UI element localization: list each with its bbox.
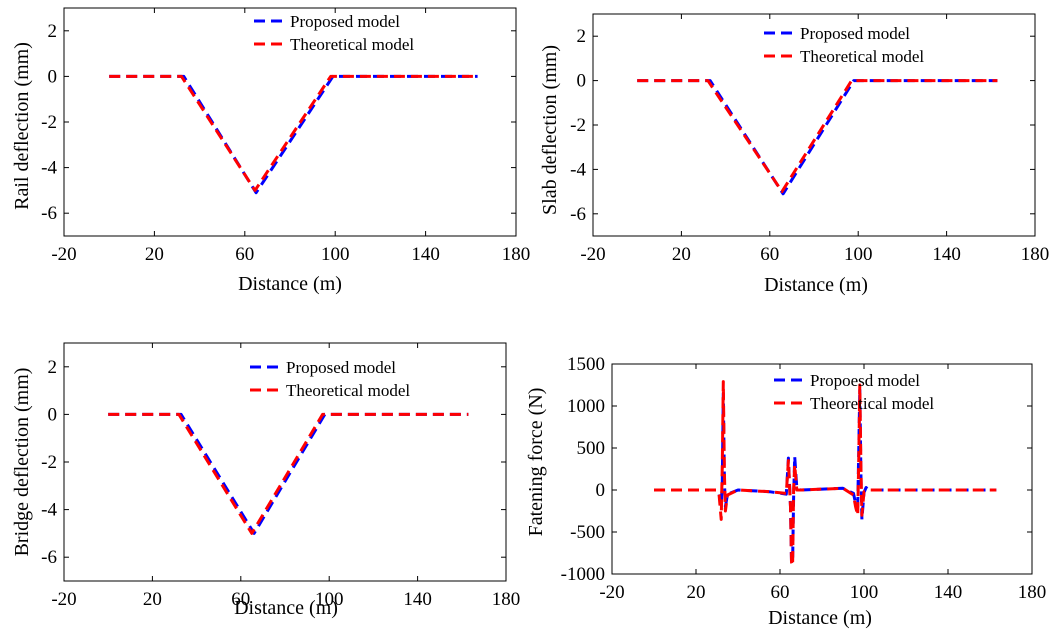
chart-1-ytick-label: 0	[48, 66, 58, 87]
chart-1-series-theoretical	[109, 74, 478, 192]
chart-3-legend-label: Proposed model	[286, 358, 396, 377]
chart-4-xtick-label: 180	[1018, 582, 1047, 603]
chart-3-ytick-label: 2	[48, 357, 58, 378]
chart-2-ytick-label: -4	[570, 159, 586, 180]
chart-1-ytick-label: 2	[48, 21, 58, 42]
chart-3-series-theoretical	[108, 412, 469, 535]
chart-4-ylabel: Fatening force (N)	[525, 388, 547, 537]
chart-3-ytick-label: -4	[41, 500, 57, 521]
chart-4-ytick-label: 1000	[567, 396, 605, 417]
chart-3-xtick-label: 140	[403, 589, 432, 610]
chart-2-xtick-label: 140	[932, 244, 961, 265]
chart-1-ytick-label: -2	[41, 112, 57, 133]
chart-4-xtick-label: 140	[934, 582, 963, 603]
chart-4-ytick-label: -1000	[561, 564, 605, 585]
chart-2-xtick-label: 60	[760, 244, 779, 265]
chart-1-ytick-label: -6	[41, 203, 57, 224]
chart-slab-deflection: Slab deflection (mm) Distance (m) -20 20 6…	[539, 13, 1050, 296]
chart-rail-deflection: Rail deflection (mm) Distance (m) -20 20 6…	[11, 7, 531, 295]
chart-2-xlabel: Distance (m)	[764, 274, 868, 296]
chart-3-xlabel: Distance (m)	[234, 597, 338, 619]
chart-2-ylabel: Slab deflection (mm)	[539, 45, 561, 215]
chart-4-xlabel: Distance (m)	[768, 607, 872, 629]
chart-4-ytick-label: 1500	[567, 354, 605, 375]
chart-2-xtick-label: 100	[844, 244, 873, 265]
chart-2-ytick-label: -2	[570, 115, 586, 136]
chart-2-ytick-label: 0	[577, 71, 587, 92]
chart-4-series-proposed	[654, 387, 997, 565]
chart-2-legend-label: Theoretical model	[800, 47, 924, 66]
chart-2-xtick-label: 20	[672, 244, 691, 265]
chart-4-legend-label: Theoretical model	[810, 394, 934, 413]
chart-3-ytick-label: -2	[41, 452, 57, 473]
chart-3-xtick-label: 180	[492, 589, 521, 610]
chart-3-xtick-label: 100	[315, 589, 344, 610]
chart-2-legend-label: Proposed model	[800, 24, 910, 43]
chart-4-ytick-label: -500	[570, 522, 605, 543]
chart-3-ytick-label: 0	[48, 404, 58, 425]
chart-4-xtick-label: 60	[771, 582, 790, 603]
chart-4-legend-label: Propoesd model	[810, 371, 920, 390]
chart-fastening-force: Fatening force (N) Distance (m) -20 20 60 1…	[525, 354, 1046, 629]
chart-1-xtick-label: 20	[145, 244, 164, 265]
chart-3-xtick-label: 20	[143, 589, 162, 610]
chart-3-legend-label: Theoretical model	[286, 381, 410, 400]
chart-4-series-theoretical	[654, 380, 997, 568]
chart-4-plot-area	[611, 363, 1033, 575]
chart-3-plot-area	[63, 342, 507, 582]
chart-3-ylabel: Bridge deflection (mm)	[11, 368, 33, 557]
chart-2-xtick-label: -20	[580, 244, 605, 265]
chart-2-ytick-label: 2	[577, 26, 587, 47]
chart-3-ytick-label: -6	[41, 547, 57, 568]
chart-1-xlabel: Distance (m)	[238, 273, 342, 295]
chart-2-xtick-label: 180	[1021, 244, 1050, 265]
chart-3-xtick-label: 60	[231, 589, 250, 610]
chart-1-ytick-label: -4	[41, 158, 57, 179]
chart-3-xtick-label: -20	[51, 589, 76, 610]
chart-2-ytick-label: -6	[570, 204, 586, 225]
chart-1-xtick-label: 60	[235, 244, 254, 265]
chart-bridge-deflection: Bridge deflection (mm) Distance (m) -20 2…	[11, 342, 521, 619]
chart-1-xtick-label: 180	[502, 244, 531, 265]
chart-1-xtick-label: 140	[411, 244, 440, 265]
chart-4-ytick-label: 0	[596, 480, 606, 501]
chart-4-ytick-label: 500	[577, 438, 606, 459]
chart-1-legend-label: Proposed model	[290, 12, 400, 31]
chart-1-xtick-label: -20	[51, 244, 76, 265]
chart-1-legend-label: Theoretical model	[290, 35, 414, 54]
chart-1-ylabel: Rail deflection (mm)	[11, 42, 33, 210]
chart-1-xtick-label: 100	[321, 244, 350, 265]
chart-2-series-theoretical	[637, 79, 998, 194]
chart-2-series-proposed	[637, 79, 998, 196]
chart-4-xtick-label: 20	[687, 582, 706, 603]
chart-4-xtick-label: -20	[599, 582, 624, 603]
chart-4-xtick-label: 100	[850, 582, 879, 603]
